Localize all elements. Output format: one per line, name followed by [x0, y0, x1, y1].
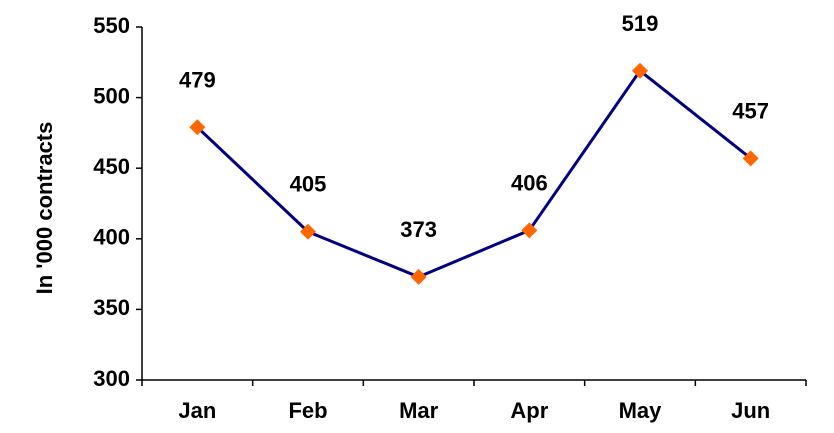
data-point-marker — [189, 119, 206, 136]
y-tick-label: 350 — [93, 295, 130, 320]
x-tick-label: Feb — [288, 398, 327, 423]
data-label: 373 — [400, 217, 437, 242]
y-axis-title: In '000 contracts — [32, 122, 57, 295]
y-tick-label: 550 — [93, 13, 130, 38]
data-point-marker — [521, 222, 538, 239]
data-labels: 479 405 373 406 519 457 — [179, 11, 769, 242]
data-point-marker — [410, 268, 427, 285]
y-axis-title-group: In '000 contracts — [32, 122, 57, 295]
x-tick-label: May — [619, 398, 663, 423]
series-line — [196, 69, 752, 279]
y-tick-label: 500 — [93, 83, 130, 108]
data-point-marker — [632, 62, 648, 79]
x-tick-labels: Jan Feb Mar Apr May Jun — [178, 398, 770, 423]
data-label: 406 — [511, 170, 548, 195]
data-label: 457 — [732, 98, 769, 123]
y-tick-label: 300 — [93, 366, 130, 391]
series-layer — [189, 62, 759, 285]
data-label: 405 — [290, 172, 327, 197]
y-tick-label: 450 — [93, 154, 130, 179]
axes — [136, 26, 807, 386]
x-tick-label: Jan — [178, 398, 216, 423]
data-label: 519 — [622, 11, 659, 36]
y-tick-label: 400 — [93, 225, 130, 250]
data-point-marker — [300, 223, 316, 240]
x-tick-label: Mar — [399, 398, 439, 423]
y-tick-labels: 300 350 400 450 500 550 — [93, 13, 130, 391]
data-point-marker — [742, 150, 759, 167]
x-tick-label: Apr — [510, 398, 548, 423]
x-tick-label: Jun — [731, 398, 770, 423]
data-label: 479 — [179, 67, 216, 92]
